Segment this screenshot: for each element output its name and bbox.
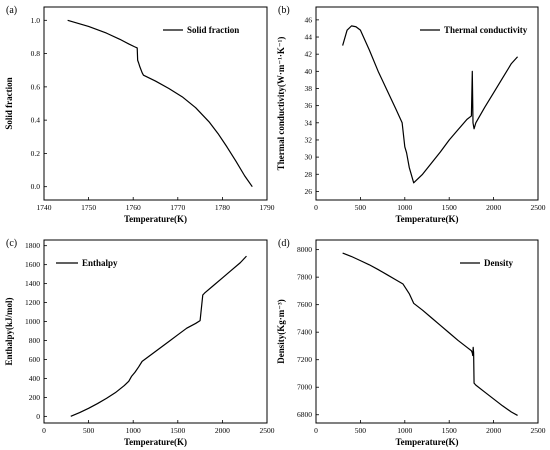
x-tick-label: 1500 — [170, 426, 185, 435]
series-line — [70, 255, 247, 417]
x-tick-label: 1000 — [397, 203, 412, 212]
chart-panel-d: (d) 0 500 1000 1500 2000 2500 6800 7000 7200 7400 7… — [276, 238, 546, 447]
x-tick-label: 2500 — [260, 426, 275, 435]
panel-letter: (b) — [278, 5, 290, 16]
panel-letter: (a) — [6, 5, 17, 16]
plot-frame — [315, 6, 539, 201]
y-tick-label: 46 — [305, 15, 313, 24]
x-tick-label: 500 — [355, 426, 367, 435]
x-tick-label: 1770 — [170, 203, 185, 212]
x-tick-label: 2500 — [531, 203, 546, 212]
plot-frame — [43, 239, 268, 424]
y-tick-label: 26 — [305, 187, 313, 196]
chart-panel-b: (b) 0 500 1000 1500 2000 2500 26 28 30 32 34 36 38 40 4… — [276, 5, 546, 224]
y-tick-label: 0 — [36, 412, 40, 421]
y-tick-label: 1200 — [25, 298, 40, 307]
y-tick-label: 0.4 — [31, 116, 41, 125]
x-tick-label: 2000 — [486, 426, 501, 435]
panel-letter: (d) — [278, 238, 290, 249]
x-tick-label: 1760 — [126, 203, 141, 212]
y-tick-label: 1.0 — [31, 16, 41, 25]
x-tick-label: 500 — [355, 203, 367, 212]
series-line — [67, 19, 253, 188]
chart-panel-a: (a) 1740 1750 1760 1770 1780 1790 0.0 0.2 0.4 0.6 0… — [4, 5, 275, 224]
y-tick-label: 0.6 — [31, 82, 41, 91]
legend-label: Density — [484, 258, 513, 268]
x-tick-label: 1740 — [37, 203, 52, 212]
y-tick-label: 0.8 — [31, 49, 41, 58]
y-tick-label: 1800 — [25, 241, 40, 250]
x-tick-label: 1000 — [397, 426, 412, 435]
x-axis-label: Temperature(K) — [396, 214, 459, 224]
y-tick-label: 7400 — [297, 328, 312, 337]
y-axis-label: Density(Kg·m⁻³) — [276, 299, 286, 363]
y-tick-label: 32 — [305, 135, 313, 144]
plot-frame — [43, 6, 268, 201]
x-tick-label: 500 — [83, 426, 95, 435]
y-tick-label: 30 — [305, 153, 313, 162]
x-tick-label: 1500 — [442, 203, 457, 212]
x-axis-label: Temperature(K) — [124, 437, 187, 447]
y-tick-label: 44 — [305, 33, 313, 42]
y-axis-label: Enthalpy(kJ/mol) — [4, 297, 14, 365]
y-tick-label: 8000 — [297, 245, 312, 254]
legend-label: Solid fraction — [187, 25, 239, 35]
y-tick-label: 800 — [29, 336, 41, 345]
y-tick-label: 1600 — [25, 260, 40, 269]
x-tick-label: 1500 — [442, 426, 457, 435]
x-tick-label: 1000 — [126, 426, 141, 435]
x-axis-label: Temperature(K) — [124, 214, 187, 224]
x-tick-label: 2000 — [486, 203, 501, 212]
y-tick-label: 42 — [305, 50, 313, 59]
x-tick-label: 2000 — [215, 426, 230, 435]
y-tick-label: 7000 — [297, 383, 312, 392]
series-line — [342, 25, 519, 184]
y-tick-label: 0.0 — [31, 182, 41, 191]
y-tick-label: 7600 — [297, 300, 312, 309]
y-axis-label: Solid fraction — [4, 77, 14, 129]
y-tick-label: 200 — [29, 393, 41, 402]
x-tick-label: 1790 — [260, 203, 275, 212]
y-tick-label: 1400 — [25, 279, 40, 288]
x-tick-label: 1780 — [215, 203, 230, 212]
y-tick-label: 1000 — [25, 317, 40, 326]
y-tick-label: 40 — [305, 67, 313, 76]
chart-panel-c: (c) 0 500 1000 1500 2000 2500 0 200 400 600 800 1000… — [4, 238, 275, 447]
x-tick-label: 2500 — [531, 426, 546, 435]
panel-letter: (c) — [6, 238, 17, 249]
y-axis-label: Thermal conductivity(W·m⁻¹·K⁻¹) — [276, 37, 286, 171]
y-tick-label: 400 — [29, 374, 41, 383]
x-axis-label: Temperature(K) — [396, 437, 459, 447]
legend-label: Thermal conductivity — [444, 25, 528, 35]
y-tick-label: 34 — [305, 118, 313, 127]
y-tick-label: 600 — [29, 355, 41, 364]
x-tick-label: 0 — [314, 426, 318, 435]
legend-label: Enthalpy — [82, 258, 118, 268]
y-tick-label: 28 — [305, 170, 313, 179]
y-tick-label: 6800 — [297, 410, 312, 419]
series-line — [342, 252, 518, 416]
x-tick-label: 0 — [42, 426, 46, 435]
y-tick-label: 7200 — [297, 355, 312, 364]
plot-frame — [315, 239, 539, 424]
y-tick-label: 7800 — [297, 273, 312, 282]
y-tick-label: 38 — [305, 84, 313, 93]
x-tick-label: 0 — [314, 203, 318, 212]
x-tick-label: 1750 — [81, 203, 96, 212]
y-tick-label: 36 — [305, 101, 313, 110]
y-tick-label: 0.2 — [31, 149, 41, 158]
